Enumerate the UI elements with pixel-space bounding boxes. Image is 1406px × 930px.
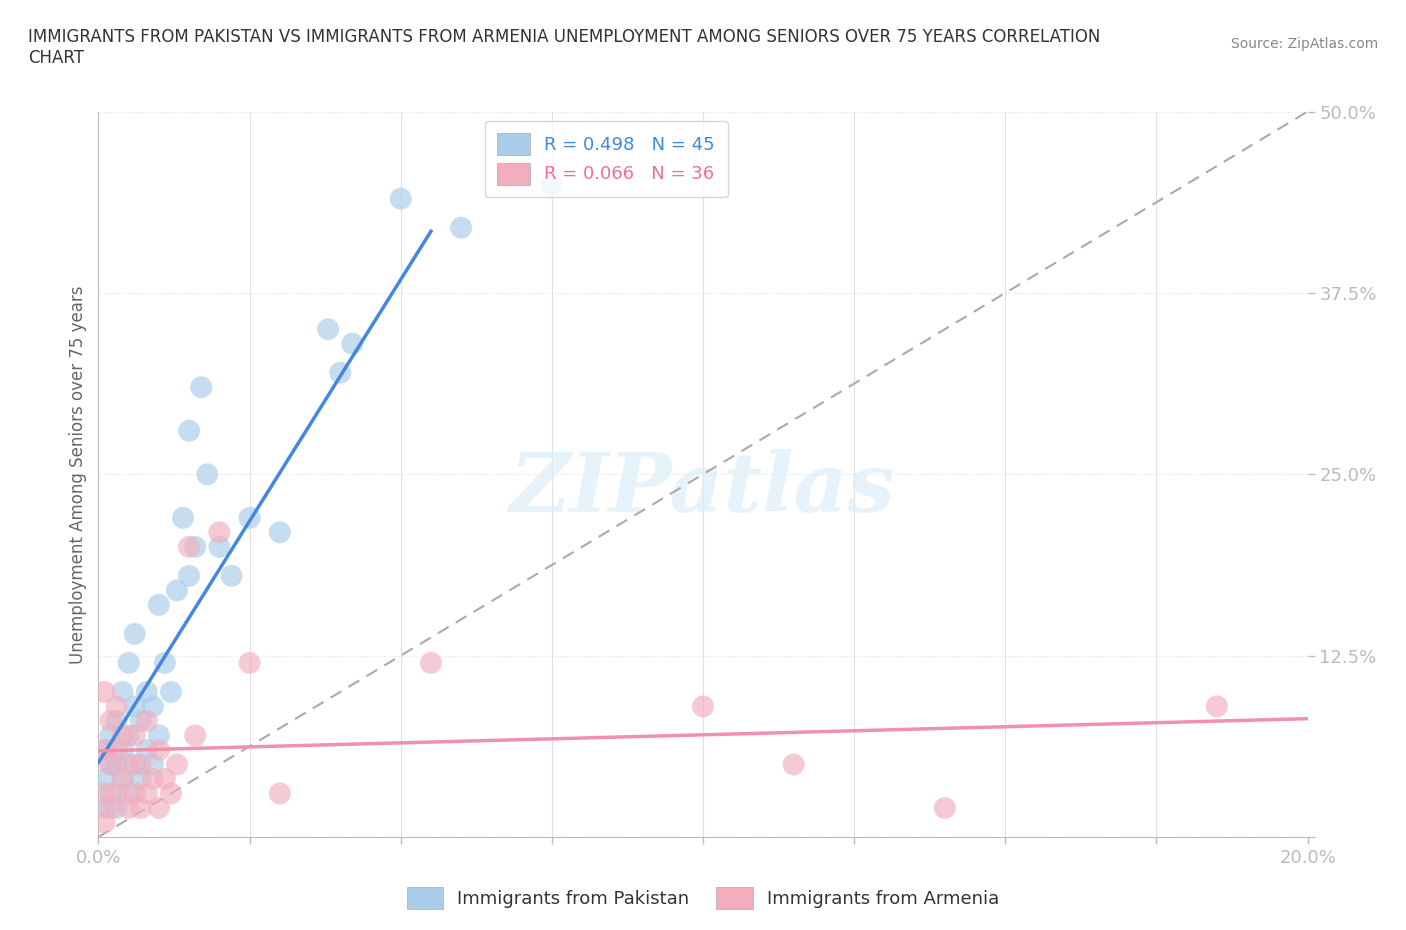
Point	[135, 786, 157, 801]
Point	[124, 699, 146, 714]
Point	[118, 786, 141, 801]
Point	[105, 713, 128, 728]
Point	[105, 699, 128, 714]
Point	[93, 684, 115, 699]
Point	[148, 801, 170, 816]
Point	[195, 467, 218, 482]
Point	[142, 699, 165, 714]
Point	[208, 525, 231, 539]
Point	[129, 757, 152, 772]
Point	[153, 656, 176, 671]
Point	[142, 757, 165, 772]
Point	[148, 597, 170, 612]
Point	[105, 801, 128, 816]
Point	[239, 511, 262, 525]
Point	[93, 742, 115, 757]
Point	[783, 757, 806, 772]
Point	[111, 772, 134, 787]
Point	[934, 801, 956, 816]
Point	[93, 772, 115, 787]
Point	[208, 539, 231, 554]
Point	[111, 772, 134, 787]
Point	[135, 713, 157, 728]
Point	[118, 656, 141, 671]
Y-axis label: Unemployment Among Seniors over 75 years: Unemployment Among Seniors over 75 years	[69, 286, 87, 663]
Point	[124, 627, 146, 642]
Point	[148, 728, 170, 743]
Point	[179, 423, 201, 438]
Point	[100, 801, 122, 816]
Point	[100, 757, 122, 772]
Text: Source: ZipAtlas.com: Source: ZipAtlas.com	[1230, 37, 1378, 51]
Point	[342, 337, 364, 352]
Point	[105, 786, 128, 801]
Point	[540, 177, 562, 192]
Point	[124, 728, 146, 743]
Point	[129, 772, 152, 787]
Point	[135, 742, 157, 757]
Point	[118, 757, 141, 772]
Point	[179, 568, 201, 583]
Point	[148, 742, 170, 757]
Point	[100, 728, 122, 743]
Point	[100, 786, 122, 801]
Point	[118, 801, 141, 816]
Point	[329, 365, 352, 380]
Point	[316, 322, 339, 337]
Point	[129, 801, 152, 816]
Point	[166, 757, 188, 772]
Point	[124, 786, 146, 801]
Point	[105, 742, 128, 757]
Point	[269, 786, 291, 801]
Text: IMMIGRANTS FROM PAKISTAN VS IMMIGRANTS FROM ARMENIA UNEMPLOYMENT AMONG SENIORS O: IMMIGRANTS FROM PAKISTAN VS IMMIGRANTS F…	[28, 28, 1101, 67]
Point	[389, 192, 412, 206]
Point	[118, 728, 141, 743]
Point	[1206, 699, 1229, 714]
Point	[450, 220, 472, 235]
Point	[93, 801, 115, 816]
Point	[93, 742, 115, 757]
Point	[111, 684, 134, 699]
Point	[269, 525, 291, 539]
Point	[221, 568, 243, 583]
Point	[142, 772, 165, 787]
Point	[124, 757, 146, 772]
Point	[93, 786, 115, 801]
Point	[172, 511, 194, 525]
Text: ZIPatlas: ZIPatlas	[510, 449, 896, 529]
Point	[100, 757, 122, 772]
Point	[93, 815, 115, 830]
Point	[111, 728, 134, 743]
Point	[184, 539, 207, 554]
Legend: Immigrants from Pakistan, Immigrants from Armenia: Immigrants from Pakistan, Immigrants fro…	[399, 880, 1007, 916]
Point	[153, 772, 176, 787]
Point	[692, 699, 714, 714]
Point	[190, 379, 212, 394]
Point	[420, 656, 443, 671]
Point	[184, 728, 207, 743]
Point	[100, 713, 122, 728]
Point	[179, 539, 201, 554]
Point	[135, 684, 157, 699]
Point	[239, 656, 262, 671]
Point	[111, 742, 134, 757]
Point	[166, 583, 188, 598]
Legend: R = 0.498   N = 45, R = 0.066   N = 36: R = 0.498 N = 45, R = 0.066 N = 36	[485, 121, 728, 197]
Point	[129, 713, 152, 728]
Point	[160, 684, 183, 699]
Point	[160, 786, 183, 801]
Point	[105, 757, 128, 772]
